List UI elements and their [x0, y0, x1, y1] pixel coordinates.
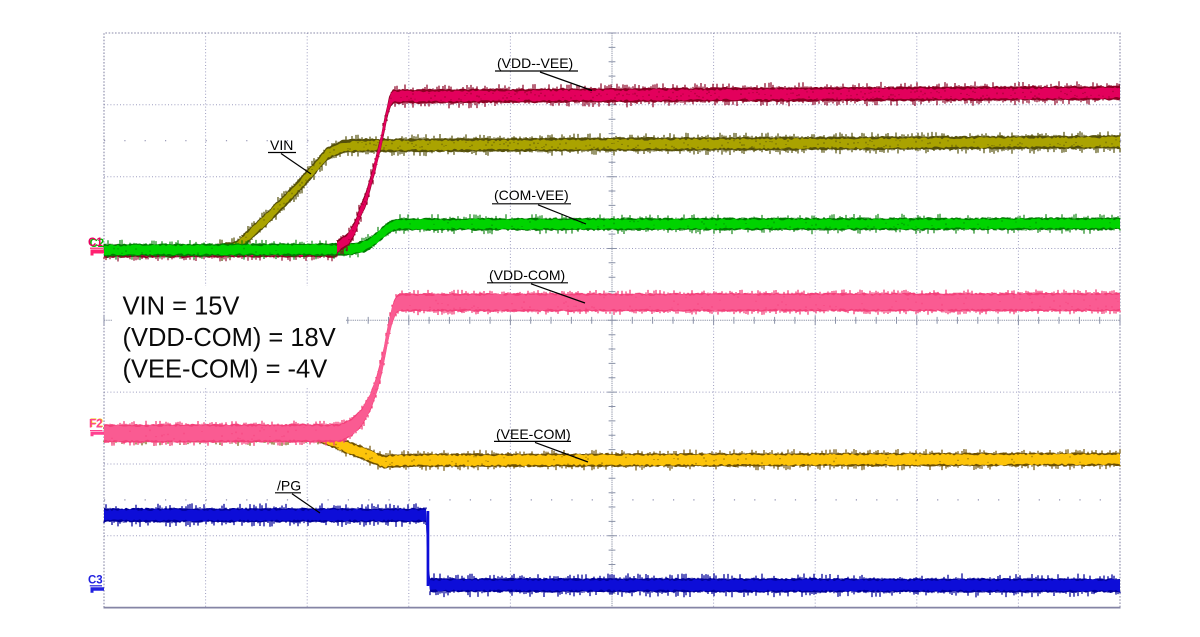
- svg-text:VIN = 15V: VIN = 15V: [123, 292, 240, 320]
- svg-text:(VEE-COM): (VEE-COM): [496, 426, 571, 442]
- svg-text:C1: C1: [88, 237, 103, 249]
- svg-text:VIN: VIN: [270, 137, 293, 153]
- svg-text:(VDD--VEE): (VDD--VEE): [497, 55, 573, 71]
- svg-text:(VEE-COM) = -4V: (VEE-COM) = -4V: [123, 356, 328, 384]
- svg-text:(VDD-COM): (VDD-COM): [489, 267, 565, 283]
- svg-text:F2: F2: [89, 419, 102, 431]
- svg-text:/PG: /PG: [277, 478, 301, 494]
- svg-text:(COM-VEE): (COM-VEE): [494, 187, 569, 203]
- svg-text:(VDD-COM) = 18V: (VDD-COM) = 18V: [123, 324, 336, 352]
- svg-text:C2: C2: [90, 238, 105, 250]
- svg-text:C3: C3: [88, 575, 103, 587]
- svg-text:F2: F2: [90, 418, 103, 430]
